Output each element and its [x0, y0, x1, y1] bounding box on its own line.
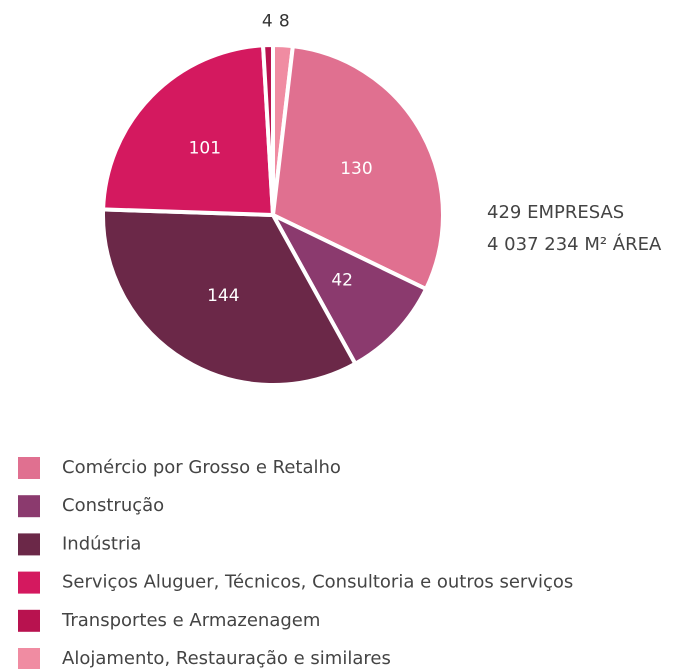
data-label: 42	[331, 270, 353, 290]
annotation: 429 EMPRESAS	[487, 202, 624, 223]
legend-label: Alojamento, Restauração e similares	[62, 648, 391, 669]
data-label: 4	[262, 11, 273, 31]
data-label: 130	[340, 159, 372, 179]
legend-label: Construção	[62, 495, 164, 516]
legend-swatch	[18, 609, 40, 632]
legend-label: Serviços Aluguer, Técnicos, Consultoria …	[62, 572, 573, 593]
legend-swatch	[18, 648, 40, 669]
legend-swatch	[18, 533, 40, 556]
legend-swatch	[18, 495, 40, 518]
pie-slice	[270, 43, 445, 292]
data-label: 101	[189, 139, 221, 159]
legend-label: Comércio por Grosso e Retalho	[62, 457, 341, 478]
pie-slice	[101, 43, 276, 218]
legend-swatch	[18, 571, 40, 594]
pie-slice	[260, 42, 275, 216]
pie-slice	[268, 210, 429, 367]
legend-label: Transportes e Armazenagem	[61, 610, 320, 631]
legend-swatch	[18, 457, 40, 479]
data-label: 8	[279, 12, 290, 32]
pie-slice	[101, 207, 359, 387]
data-label: 144	[207, 286, 239, 306]
legend-label: Indústria	[62, 533, 141, 554]
annotation: 4 037 234 M² ÁREA	[487, 233, 662, 255]
